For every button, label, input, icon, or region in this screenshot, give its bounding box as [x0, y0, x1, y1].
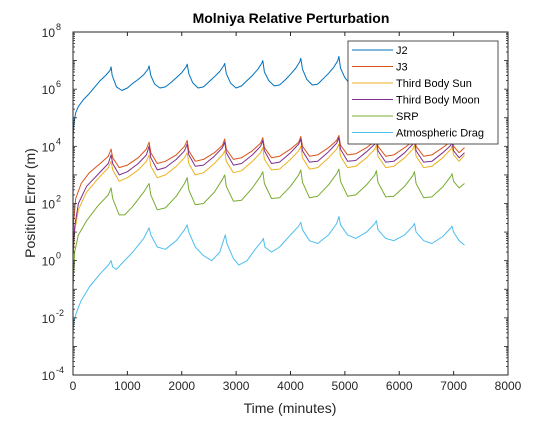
y-tick-label: 10: [42, 312, 56, 326]
y-tick-label: 10: [42, 26, 56, 40]
y-tick-label: 10: [42, 369, 56, 383]
y-tick-exponent: -2: [56, 308, 64, 318]
x-tick-label: 3000: [223, 379, 250, 393]
x-tick-label: 4000: [277, 379, 304, 393]
y-tick-label: 10: [42, 198, 56, 212]
y-tick-label: 10: [42, 140, 56, 154]
series-line-4: [73, 137, 465, 256]
y-tick-exponent: -4: [56, 365, 64, 375]
legend: J2 J3 Third Body Sun Third Body Moon SRP Atmo…: [347, 40, 499, 145]
legend-label-2: J3: [396, 62, 408, 74]
y-tick-exponent: 4: [56, 136, 61, 146]
y-tick-exponent: 0: [56, 251, 61, 261]
series-line-5: [73, 168, 465, 290]
x-axis-label: Time (minutes): [244, 400, 337, 416]
x-tick-label: 8000: [495, 379, 522, 393]
y-tick-label: 10: [42, 255, 56, 269]
y-tick-exponent: 8: [56, 22, 61, 32]
x-tick-label: 0: [70, 379, 77, 393]
x-tick-label: 6000: [386, 379, 413, 393]
y-tick-exponent: 2: [56, 194, 61, 204]
legend-label-3: Third Body Sun: [396, 78, 472, 90]
x-tick-label: 5000: [332, 379, 359, 393]
x-tick-label: 1000: [114, 379, 141, 393]
chart-title: Molniya Relative Perturbation: [193, 10, 390, 26]
y-tick-exponent: 6: [56, 79, 61, 89]
x-tick-label: 2000: [168, 379, 195, 393]
y-tick-label: 10: [42, 83, 56, 97]
x-axis: 0 1000 2000 3000 4000 5000 6000 7000 8000: [70, 32, 522, 393]
x-tick-label: 7000: [440, 379, 467, 393]
legend-label-5: SRP: [396, 111, 419, 123]
series-line-3: [73, 143, 465, 261]
y-axis-label: Position Error (m): [22, 148, 38, 258]
legend-label-1: J2: [396, 45, 408, 57]
series-line-6: [73, 216, 465, 333]
legend-box: [347, 40, 499, 145]
legend-label-4: Third Body Moon: [396, 95, 480, 107]
legend-label-6: Atmospheric Drag: [396, 128, 484, 140]
